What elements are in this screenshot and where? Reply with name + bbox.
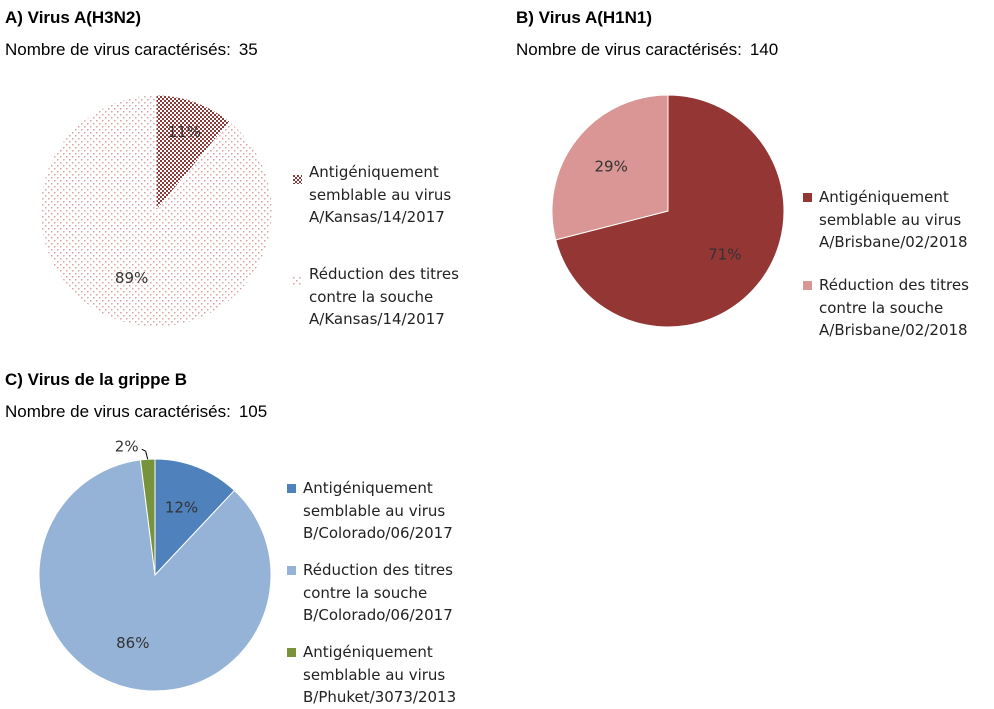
count-value: 140 [749,40,779,59]
legend-label-line: A/Kansas/14/2017 [309,310,445,328]
legend-label-line: semblable au virus [309,185,452,204]
chart-title: A) Virus A(H3N2) [5,8,142,27]
slice-data-label: 89% [115,269,148,287]
pie-slice [39,94,273,328]
count-label: Nombre de virus caractérisés: [516,40,742,59]
legend-swatch [293,168,302,184]
chart-title: C) Virus de la grippe B [5,370,188,389]
legend-label-line: Réduction des titres [309,265,459,283]
legend-label-line: B/Colorado/06/2017 [303,606,453,624]
legend-label-line: B/Phuket/3073/2013 [303,688,457,706]
legend-label: Antigéniquement semblable au virus A/Brisb… [819,186,968,254]
count-line: Nombre de virus caractérisés: 35 [5,40,258,60]
pie-slice [155,94,231,213]
legend-label-line: Antigéniquement [303,479,433,497]
legend-label-line: contre la souche [303,583,428,602]
legend-label-line: A/Brisbane/02/2018 [819,321,968,339]
legend-label-line: contre la souche [819,298,944,317]
slice-data-label: 71% [708,246,741,264]
legend-label-line: Antigéniquement [303,643,433,661]
legend-label: Antigéniquement semblable au virus A/Kansa… [309,161,451,229]
count-line: Nombre de virus caractérisés: 140 [516,40,778,60]
legend-label: Antigéniquement semblable au virus B/Phuke… [303,641,456,709]
legend-swatch [287,566,296,575]
legend-label-line: Antigéniquement [819,188,949,206]
legend-label: Réduction des titres contre la souche B/Co… [303,559,453,627]
count-label: Nombre de virus caractérisés: [5,402,231,421]
pie-slice [38,459,272,692]
legend-label-line: semblable au virus [819,210,962,229]
legend-label-line: A/Kansas/14/2017 [309,208,445,226]
slice-data-label: 2% [115,438,139,456]
legend-swatch [803,193,812,202]
legend-label-line: Réduction des titres [819,276,969,294]
legend-label-line: Antigéniquement [309,163,439,181]
count-label: Nombre de virus caractérisés: [5,40,231,59]
legend-label: Antigéniquement semblable au virus B/Color… [303,477,453,545]
slice-data-label: 12% [165,499,198,517]
slice-data-label: 11% [168,123,201,141]
pie-slice [139,458,156,576]
pie-slice [555,94,785,328]
legend-label-line: contre la souche [309,287,434,306]
pie-slice [551,94,669,241]
legend-swatch [803,281,812,290]
legend-label-line: Réduction des titres [303,561,453,579]
legend-label: Réduction des titres contre la souche A/Br… [819,274,969,342]
count-value: 105 [238,402,268,421]
legend-label-line: A/Brisbane/02/2018 [819,233,968,251]
count-value: 35 [238,40,258,59]
leader-line [141,448,149,460]
legend-swatch [293,270,302,286]
legend-swatch [287,648,296,657]
count-line: Nombre de virus caractérisés: 105 [5,402,267,422]
chart-title: B) Virus A(H1N1) [516,8,653,27]
legend-label: Réduction des titres contre la souche A/Ka… [309,263,459,331]
legend-label-line: semblable au virus [303,665,446,684]
legend-label-line: B/Colorado/06/2017 [303,524,453,542]
slice-data-label: 29% [595,157,628,175]
slice-data-label: 86% [116,634,149,652]
legend-label-line: semblable au virus [303,501,446,520]
pie-slice [154,458,236,577]
legend-swatch [287,484,296,493]
